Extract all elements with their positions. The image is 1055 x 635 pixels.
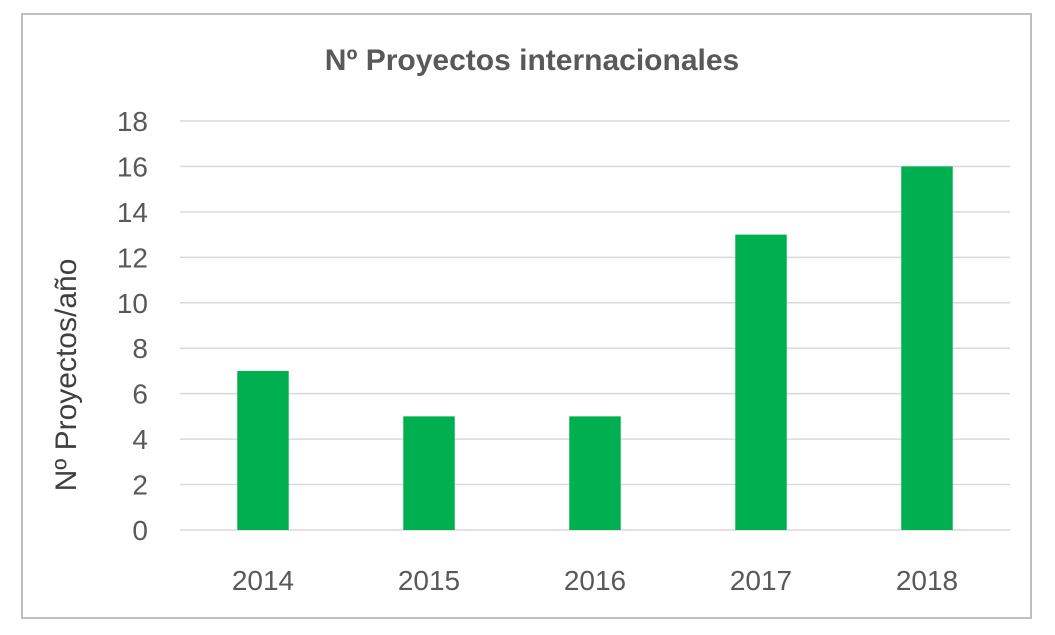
x-tick-label: 2015 (398, 565, 460, 596)
x-tick-label: 2018 (896, 565, 958, 596)
y-tick-label: 10 (117, 288, 148, 319)
y-axis-ticks: 0 2 4 6 8 10 12 14 16 18 (117, 106, 148, 546)
bar-2014 (237, 370, 289, 530)
bar-2018 (901, 166, 953, 530)
y-tick-label: 8 (132, 333, 148, 364)
bars (237, 166, 953, 530)
y-tick-label: 16 (117, 151, 148, 182)
bar-2017 (735, 234, 787, 530)
y-tick-label: 12 (117, 242, 148, 273)
y-tick-label: 0 (132, 515, 148, 546)
x-tick-label: 2014 (232, 565, 294, 596)
gridlines (180, 120, 1010, 531)
y-tick-label: 18 (117, 106, 148, 137)
y-tick-label: 2 (132, 470, 148, 501)
x-tick-label: 2016 (564, 565, 626, 596)
x-axis-ticks: 2014 2015 2016 2017 2018 (232, 565, 958, 596)
y-tick-label: 14 (117, 197, 148, 228)
x-tick-label: 2017 (730, 565, 792, 596)
chart-title: Nº Proyectos internacionales (325, 44, 739, 77)
y-axis-label: Nº Proyectos/año (50, 259, 83, 492)
bar-2016 (569, 416, 621, 530)
y-tick-label: 6 (132, 379, 148, 410)
bar-2015 (403, 416, 455, 530)
y-tick-label: 4 (132, 424, 148, 455)
chart-frame (21, 13, 1032, 619)
